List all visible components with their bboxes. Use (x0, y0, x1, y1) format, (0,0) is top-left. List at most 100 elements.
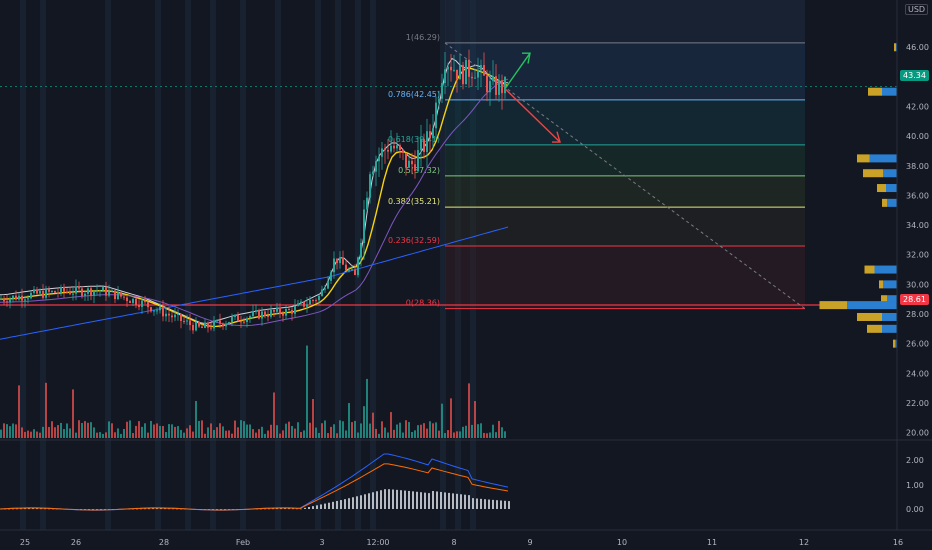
candle-body (249, 316, 251, 319)
macd-histogram-bar (440, 491, 442, 509)
candle-body (210, 327, 212, 329)
volume-bar (453, 432, 455, 438)
candle-body (159, 306, 161, 311)
candle-body (48, 289, 50, 292)
volume-bar (90, 422, 92, 438)
vp-up (869, 154, 897, 163)
volume-bar (72, 389, 74, 438)
candle-body (483, 65, 485, 76)
vp-down (877, 184, 886, 193)
volume-bar (399, 422, 401, 438)
volume-bar (471, 424, 473, 438)
fib-zone-top (445, 0, 805, 43)
volume-bar (441, 403, 443, 438)
volume-bar (54, 427, 56, 438)
session-stripe (185, 0, 191, 530)
volume-bar (225, 430, 227, 438)
candle-body (39, 290, 41, 294)
macd-histogram-bar (416, 491, 418, 509)
candle-body (12, 295, 14, 299)
macd-histogram-bar (268, 508, 270, 510)
candle-body (498, 80, 500, 95)
candle-body (216, 320, 218, 322)
volume-bar (339, 420, 341, 438)
candle-body (222, 323, 224, 327)
indicator-tick: 2.00 (906, 456, 924, 465)
time-tick: Feb (236, 538, 250, 547)
time-tick: 10 (617, 538, 627, 547)
volume-bar (498, 420, 500, 438)
candle-body (363, 209, 365, 244)
volume-bar (102, 433, 104, 438)
candle-body (321, 289, 323, 297)
candle-body (225, 323, 227, 327)
macd-histogram-bar (148, 508, 150, 510)
candle-body (180, 313, 182, 322)
macd-histogram-bar (24, 508, 26, 510)
price-tick: 20.00 (906, 429, 929, 438)
macd-histogram-bar (344, 499, 346, 509)
volume-bar (405, 420, 407, 438)
macd-histogram-bar (28, 508, 30, 510)
candle-body (435, 102, 437, 129)
volume-bar (228, 430, 230, 438)
volume-bar (348, 403, 350, 438)
volume-bar (42, 426, 44, 438)
volume-bar (174, 426, 176, 438)
candles (0, 49, 506, 334)
volume-bar (39, 432, 41, 438)
currency-label[interactable]: USD (905, 4, 929, 15)
macd-histogram-bar (480, 498, 482, 509)
candle-body (36, 289, 38, 294)
candle-body (144, 300, 146, 303)
candle-body (237, 314, 239, 322)
vp-up (895, 339, 897, 348)
drawings[interactable] (444, 42, 806, 310)
volume-bar (135, 425, 137, 438)
candle-body (405, 152, 407, 168)
candle-body (18, 295, 20, 300)
macd-histogram-bar (360, 495, 362, 509)
indicator-pane (0, 453, 510, 511)
candle-body (84, 293, 86, 296)
volume-bar (159, 425, 161, 438)
candle-body (63, 287, 65, 292)
candle-body (426, 131, 428, 152)
candle-body (480, 65, 482, 71)
fib-label: 0.786(42.45) (388, 90, 440, 99)
bearish-arrow (504, 88, 561, 143)
session-stripe (210, 0, 216, 530)
candle-body (162, 306, 164, 317)
candle-body (246, 318, 248, 323)
macd-histogram-bar (408, 490, 410, 509)
candle-body (219, 320, 221, 324)
volume-bar (288, 421, 290, 438)
candle-body (417, 150, 419, 171)
candle-body (30, 292, 32, 299)
candle-body (57, 292, 59, 294)
candle-body (387, 149, 389, 152)
candle-body (24, 299, 26, 301)
volume-bar (462, 426, 464, 438)
candle-body (303, 301, 305, 307)
macd-histogram-bar (508, 501, 510, 509)
volume-bar (111, 423, 113, 438)
candle-body (42, 290, 44, 298)
vp-down (879, 280, 883, 289)
macd-histogram-bar (220, 509, 222, 510)
volume-bar (360, 423, 362, 438)
macd-histogram-bar (428, 493, 430, 509)
volume-bar (396, 424, 398, 438)
macd-histogram-bar (324, 503, 326, 509)
volume-bar (378, 433, 380, 438)
volume-bar (21, 427, 23, 438)
volume-bar (393, 429, 395, 438)
candle-body (252, 311, 254, 317)
candle-body (234, 314, 236, 318)
macd-histogram-bar (404, 490, 406, 509)
candle-body (339, 257, 341, 264)
macd-histogram-bar (44, 508, 46, 510)
candle-body (75, 286, 77, 294)
vp-down (867, 324, 882, 333)
